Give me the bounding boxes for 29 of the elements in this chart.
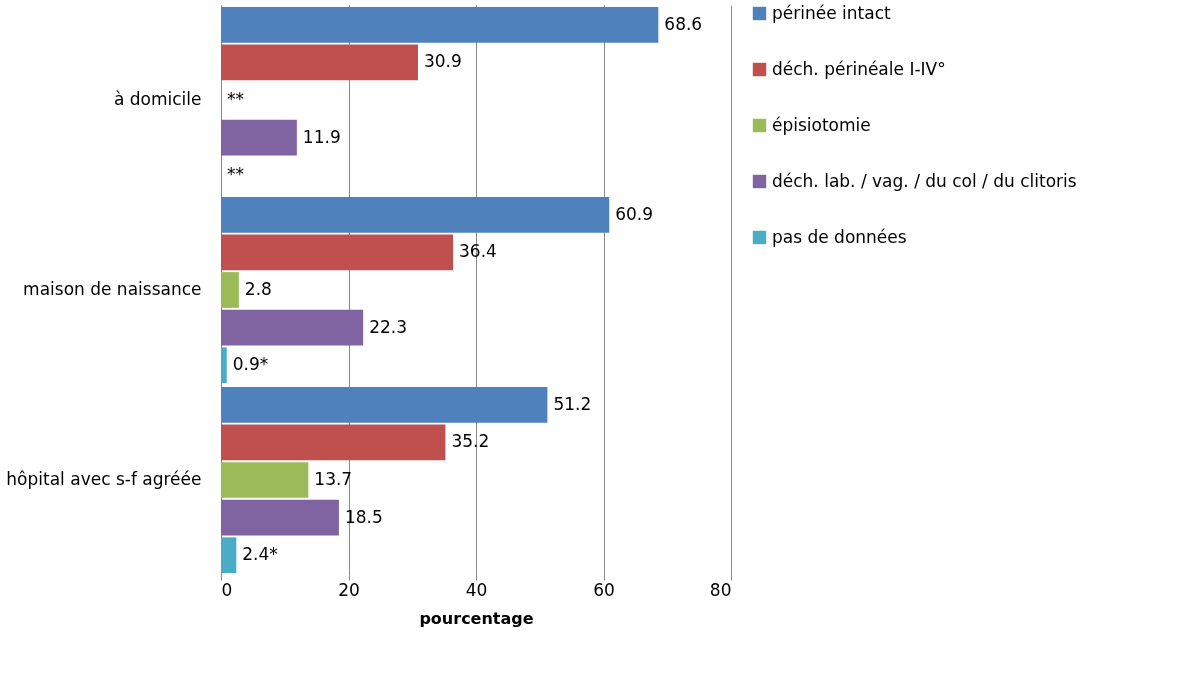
x-tick-label: 80 [709,579,732,600]
legend-label: pas de données [772,226,907,247]
x-tick-label: 20 [338,579,360,600]
x-tick-label: 60 [593,579,615,600]
data-label: 68.6 [664,13,703,34]
data-label: 13.7 [314,469,353,489]
x-tick-label: 40 [465,579,488,600]
data-label: 35.2 [451,431,490,452]
legend-label: épisiotomie [772,114,871,135]
y-tick-label: à domicile [113,89,202,109]
data-label: 2.4* [242,544,278,565]
legend-label: périnée intact [772,2,891,23]
x-axis-title: pourcentage [419,608,534,628]
data-label: 51.2 [553,393,592,414]
y-tick-label: maison de naissance [23,279,202,299]
legend-label: déch. lab. / vag. / du col / du clitoris [772,170,1077,191]
data-label: 30.9 [423,51,462,72]
y-tick-label: hôpital avec s-f agréée [6,469,202,489]
data-label: 2.8 [244,279,272,299]
data-label: 60.9 [615,203,654,224]
data-label: 22.3 [369,316,408,337]
data-label: 11.9 [302,126,341,147]
data-label: 0.9* [232,354,269,375]
data-label: 18.5 [344,506,383,527]
text: ** [227,89,244,109]
text: ** [227,164,244,185]
data-label: 36.4 [459,241,497,262]
legend-label: déch. périnéale I-IV° [772,58,946,79]
x-tick-label: 0 [221,579,233,600]
